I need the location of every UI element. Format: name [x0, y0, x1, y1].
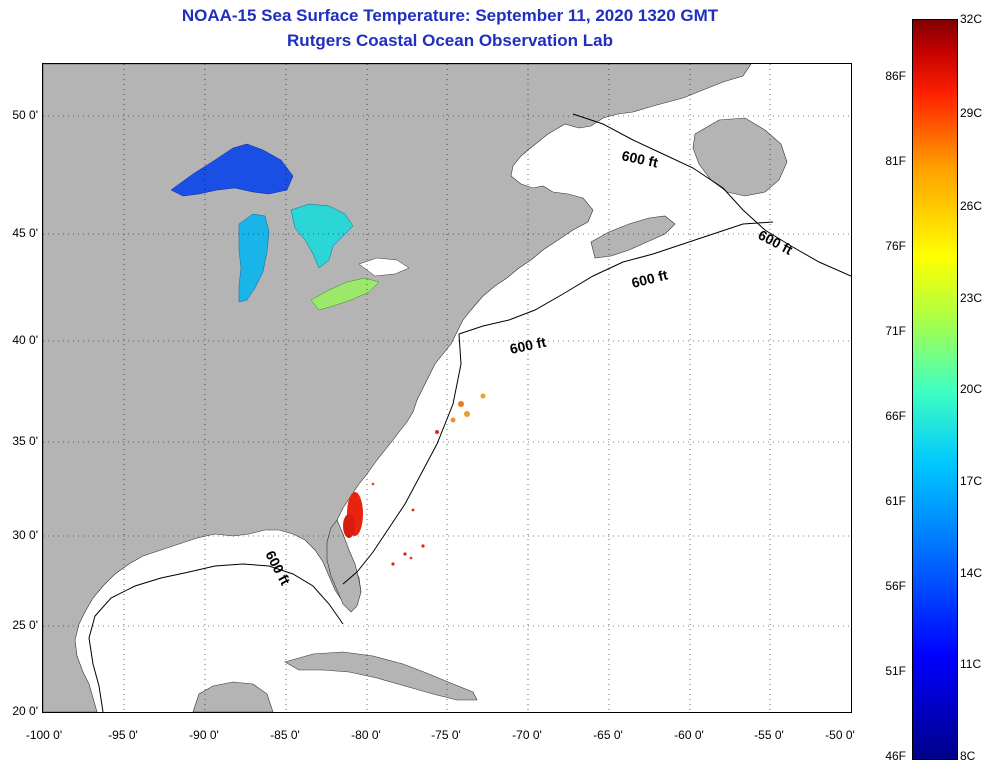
x-tick-label: -100 0'	[25, 728, 63, 742]
land-florida	[326, 519, 362, 613]
colorbar-f-label: 46F	[885, 749, 906, 763]
x-tick-label: -70 0'	[512, 728, 542, 742]
y-tick-label: 20 0'	[12, 704, 38, 718]
contour-600ft-gulf	[88, 563, 344, 712]
lake-erie	[310, 277, 380, 311]
y-tick-label: 45 0'	[12, 226, 38, 240]
land-cuba	[284, 651, 478, 701]
sst-map: 600 ft 600 ft 600 ft 600 ft 600 ft	[42, 63, 852, 713]
colorbar-f-label: 66F	[885, 409, 906, 423]
lake-michigan	[238, 213, 270, 303]
map-graticule	[43, 64, 851, 712]
land-nova-scotia	[590, 215, 676, 259]
y-tick-label: 40 0'	[12, 333, 38, 347]
contour-label: 600 ft	[508, 334, 547, 357]
y-tick-label: 35 0'	[12, 434, 38, 448]
colorbar-c-label: 32C	[960, 12, 983, 26]
x-tick-label: -80 0'	[351, 728, 381, 742]
land-north-america	[43, 64, 752, 712]
colorbar-f-label: 56F	[885, 579, 906, 593]
colorbar-c-label: 26C	[960, 199, 983, 213]
temperature-colorbar	[912, 19, 958, 760]
x-tick-label: -90 0'	[189, 728, 219, 742]
x-tick-label: -85 0'	[270, 728, 300, 742]
lake-superior	[170, 143, 294, 197]
contour-label: 600 ft	[620, 147, 659, 170]
y-tick-label: 50 0'	[12, 108, 38, 122]
y-tick-label: 25 0'	[12, 618, 38, 632]
colorbar-c-label: 8C	[960, 749, 976, 763]
map-title: NOAA-15 Sea Surface Temperature: Septemb…	[181, 6, 719, 25]
x-tick-label: -95 0'	[108, 728, 138, 742]
colorbar-f-label: 51F	[885, 664, 906, 678]
sst-observations	[343, 393, 486, 566]
contour-label: 600 ft	[630, 266, 670, 290]
map-subtitle: Rutgers Coastal Ocean Observation Lab	[287, 31, 613, 50]
land-newfoundland	[692, 117, 788, 197]
contour-label: 600 ft	[262, 548, 293, 588]
colorbar-f-label: 81F	[885, 154, 906, 168]
contour-label: 600 ft	[756, 227, 796, 258]
x-tick-label: -65 0'	[593, 728, 623, 742]
colorbar-f-label: 71F	[885, 324, 906, 338]
lake-ontario	[358, 257, 410, 277]
colorbar-c-label: 29C	[960, 106, 983, 120]
colorbar-c-label: 17C	[960, 474, 983, 488]
map-canvas: 600 ft 600 ft 600 ft 600 ft 600 ft	[43, 64, 851, 712]
y-tick-label: 30 0'	[12, 528, 38, 542]
x-tick-label: -55 0'	[754, 728, 784, 742]
land-yucatan	[192, 681, 274, 712]
colorbar-c-label: 14C	[960, 566, 983, 580]
colorbar-c-label: 20C	[960, 382, 983, 396]
contour-600ft-atlantic	[342, 113, 851, 585]
colorbar-f-label: 86F	[885, 69, 906, 83]
colorbar-f-label: 76F	[885, 239, 906, 253]
x-tick-label: -50 0'	[825, 728, 855, 742]
colorbar-f-label: 61F	[885, 494, 906, 508]
colorbar-c-label: 23C	[960, 291, 983, 305]
x-tick-label: -60 0'	[674, 728, 704, 742]
colorbar-c-label: 11C	[960, 657, 982, 671]
lake-huron	[290, 203, 354, 269]
x-tick-label: -75 0'	[431, 728, 461, 742]
